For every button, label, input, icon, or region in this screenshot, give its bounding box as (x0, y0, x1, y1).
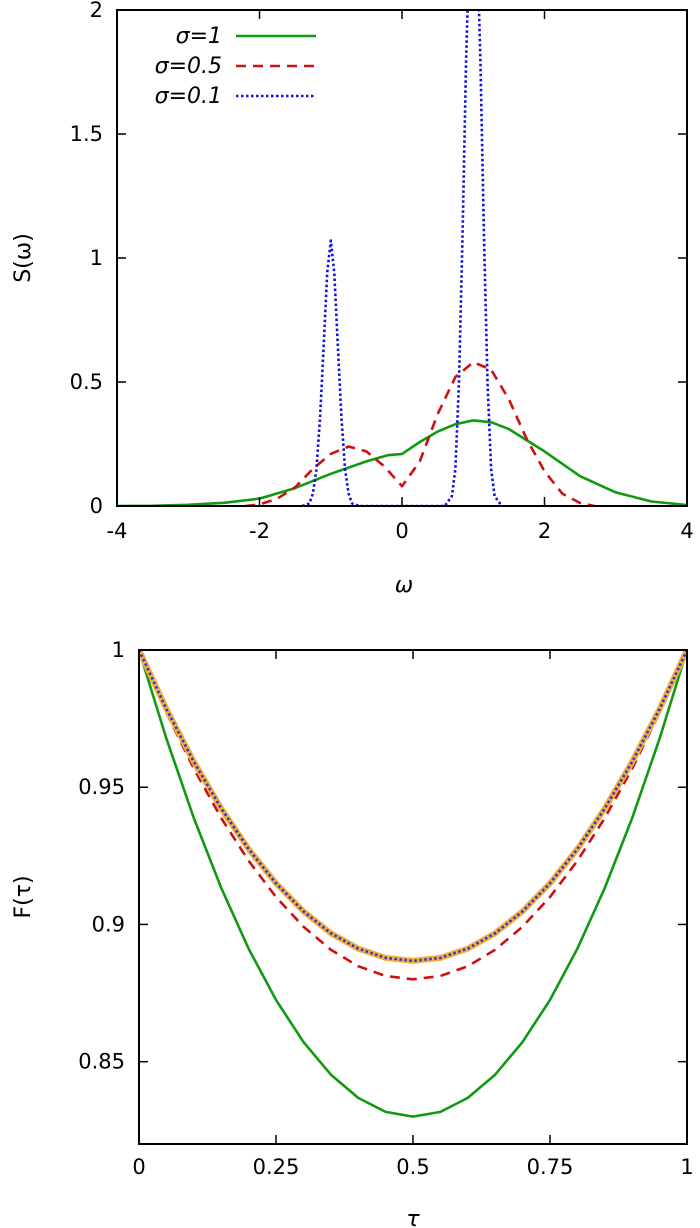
x-tick-label: 1 (680, 1155, 693, 1179)
spectral-function-chart: -4 -2 0 2 4 0 0.5 1 1.5 2 ω S(ω) σ=1 σ=0.5 σ=0.1 (11, 0, 694, 598)
y-tick-label: 1.5 (70, 122, 103, 146)
y-tick-label: 0.85 (78, 1050, 125, 1074)
legend: σ=1 σ=0.5 σ=0.1 (155, 24, 316, 109)
series-line--0.1-reference- (139, 650, 687, 964)
y-axis-label: S(ω) (11, 233, 36, 283)
series-line--1 (117, 419, 687, 506)
legend-label: σ=0.1 (155, 84, 222, 109)
x-axis-label: ω (395, 573, 413, 598)
series-line--0.5 (245, 360, 595, 506)
y-tick-label: 0 (90, 494, 103, 518)
y-axis-label: F(τ) (11, 875, 36, 918)
y-tick-label: 1 (112, 638, 125, 662)
series-line--0.1 (301, 10, 503, 506)
x-axis-label: τ (406, 1207, 420, 1228)
series-line--0.1 (139, 650, 687, 963)
y-tick-label: 0.5 (70, 370, 103, 394)
x-tick-label: 0.75 (527, 1155, 574, 1179)
y-tick-label: 0.95 (78, 775, 125, 799)
series-line--1 (139, 650, 687, 1118)
x-tick-label: 0.25 (253, 1155, 300, 1179)
plot-frame (138, 649, 688, 1145)
series-line--0.5 (139, 650, 687, 981)
x-tick-label: -4 (107, 519, 128, 543)
x-tick-label: 2 (538, 519, 551, 543)
x-tick-label: 4 (680, 519, 693, 543)
legend-label: σ=0.5 (155, 54, 222, 79)
y-tick-label: 1 (90, 246, 103, 270)
x-tick-label: 0 (395, 519, 408, 543)
correlation-function-chart: 0 0.25 0.5 0.75 1 0.85 0.9 0.95 1 τ F(τ) (11, 638, 694, 1228)
x-tick-label: -2 (249, 519, 270, 543)
x-tick-label: 0.5 (396, 1155, 429, 1179)
y-tick-label: 2 (90, 0, 103, 22)
x-tick-label: 0 (132, 1155, 145, 1179)
y-tick-label: 0.9 (92, 912, 125, 936)
legend-label: σ=1 (176, 24, 222, 49)
